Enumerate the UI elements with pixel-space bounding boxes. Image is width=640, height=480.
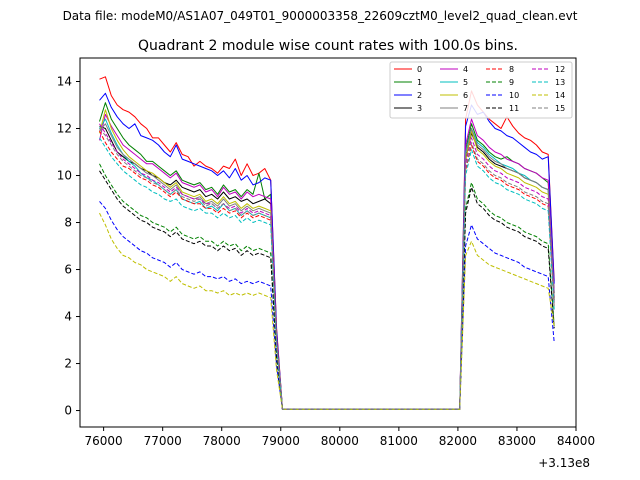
legend-label-0: 0 (417, 65, 422, 74)
legend-label-4: 4 (463, 65, 468, 74)
y-tick-label: 10 (57, 169, 72, 183)
series-line-2 (99, 92, 555, 410)
y-tick-label: 12 (57, 122, 72, 136)
x-tick-label: 78000 (203, 434, 241, 448)
legend-label-15: 15 (555, 104, 565, 113)
x-tick-label: 82000 (439, 434, 477, 448)
x-tick-label: 76000 (85, 434, 123, 448)
legend-label-11: 11 (509, 104, 519, 113)
x-offset-label: +3.13e8 (538, 456, 590, 470)
legend-box (389, 61, 573, 119)
series-line-13 (99, 137, 555, 410)
y-tick-label: 2 (64, 357, 72, 371)
legend-label-10: 10 (509, 91, 519, 100)
series-layer (99, 76, 555, 410)
plot-frame (79, 57, 577, 428)
series-line-8 (99, 130, 555, 410)
legend-label-6: 6 (463, 91, 468, 100)
series-line-9 (99, 163, 555, 410)
x-axis: 76000 77000 78000 79000 80000 81000 82000 83000… (85, 427, 595, 448)
y-axis: 0 2 4 6 8 10 12 14 (57, 75, 80, 418)
y-tick-label: 8 (64, 216, 72, 230)
legend-label-14: 14 (555, 91, 565, 100)
y-tick-label: 6 (64, 263, 72, 277)
series-line-6 (99, 109, 555, 410)
x-tick-label: 81000 (380, 434, 418, 448)
legend-label-9: 9 (509, 78, 514, 87)
legend-label-2: 2 (417, 91, 422, 100)
series-line-11 (99, 170, 555, 410)
series-line-7 (99, 123, 555, 410)
legend-label-1: 1 (417, 78, 422, 87)
series-line-15 (99, 128, 555, 410)
x-tick-label: 80000 (321, 434, 359, 448)
legend-label-3: 3 (417, 104, 422, 113)
suptitle: Data file: modeM0/AS1A07_049T01_90000033… (63, 9, 578, 23)
series-line-10 (99, 201, 555, 410)
series-line-4 (99, 113, 555, 410)
x-tick-label: 79000 (262, 434, 300, 448)
x-tick-label: 77000 (144, 434, 182, 448)
series-line-12 (99, 123, 555, 410)
legend-label-13: 13 (555, 78, 565, 87)
legend-label-8: 8 (509, 65, 514, 74)
y-tick-label: 0 (64, 404, 72, 418)
series-line-1 (99, 102, 555, 410)
legend-label-7: 7 (463, 104, 468, 113)
x-tick-label: 83000 (498, 434, 536, 448)
legend-label-5: 5 (463, 78, 468, 87)
y-tick-label: 14 (57, 75, 72, 89)
x-tick-label: 84000 (557, 434, 595, 448)
legend-label-12: 12 (555, 65, 565, 74)
y-tick-label: 4 (64, 310, 72, 324)
chart-title: Quadrant 2 module wise count rates with … (138, 38, 518, 54)
